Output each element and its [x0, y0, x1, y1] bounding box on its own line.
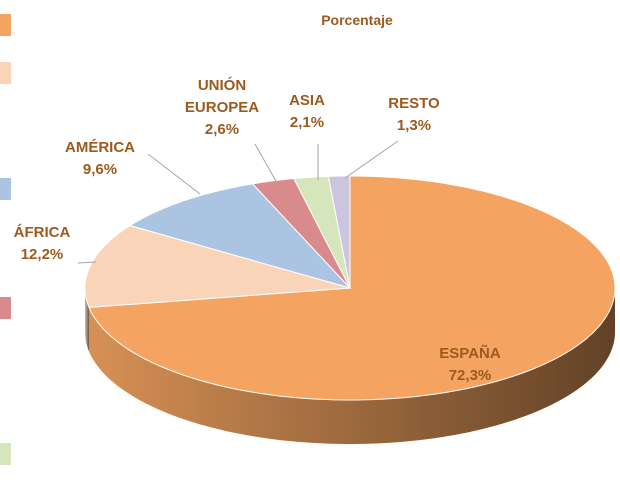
data-label: ÁFRICA 12,2% — [0, 222, 87, 266]
slice — [84, 224, 351, 308]
legend-swatch — [0, 178, 11, 200]
value-label: 12,2% — [20, 246, 64, 263]
category-label: ASIA — [289, 92, 325, 109]
leader-line — [77, 261, 97, 264]
leader-line — [254, 143, 278, 184]
value-label: 2,6% — [204, 121, 240, 138]
data-label: ESPAÑA 72,3% — [410, 343, 530, 387]
value-label: 72,3% — [448, 367, 492, 384]
value-label: 1,3% — [396, 117, 432, 134]
slice — [251, 178, 351, 289]
data-label: ASIA 2,1% — [277, 90, 337, 134]
category-label: UNIÓN EUROPEA — [184, 77, 260, 116]
legend-swatch — [0, 14, 11, 36]
legend-swatch — [0, 297, 11, 319]
value-label: 9,6% — [82, 161, 118, 178]
slice — [293, 175, 351, 289]
slice — [327, 175, 351, 289]
category-label: RESTO — [388, 95, 440, 112]
legend-swatch — [0, 443, 11, 465]
data-label: UNIÓN EUROPEA 2,6% — [182, 75, 262, 141]
data-label: AMÉRICA 9,6% — [50, 137, 150, 181]
value-label: 2,1% — [289, 114, 325, 131]
data-label: RESTO 1,3% — [384, 93, 444, 137]
leader-line — [147, 153, 201, 195]
slice — [88, 175, 616, 401]
slice-side-shade — [85, 288, 90, 352]
legend-swatch — [0, 62, 11, 84]
leader-line — [344, 140, 399, 179]
category-label: ÁFRICA — [13, 224, 71, 241]
category-label: ESPAÑA — [439, 345, 501, 362]
slice-side-shade — [89, 288, 616, 444]
slice — [128, 183, 352, 289]
chart-title: Porcentaje — [321, 12, 393, 28]
category-label: AMÉRICA — [65, 139, 135, 156]
